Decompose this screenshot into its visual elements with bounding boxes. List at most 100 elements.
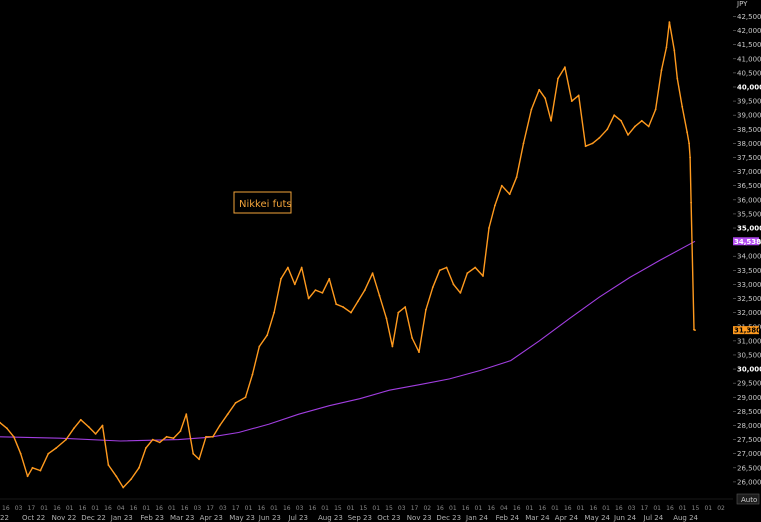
x-day-label: 16: [53, 505, 61, 512]
price-point: [280, 277, 282, 280]
auto-button-label[interactable]: Auto: [741, 496, 757, 504]
price-point: [212, 435, 214, 438]
x-month-label: Dec 22: [81, 514, 106, 522]
y-tick-label: 34,000: [737, 253, 761, 261]
price-point: [314, 289, 317, 291]
price-point: [293, 283, 296, 286]
x-day-label: 01: [245, 505, 253, 512]
x-day-label: 16: [564, 505, 572, 512]
price-point: [673, 49, 676, 52]
price-point: [205, 435, 207, 438]
price-point: [79, 418, 82, 421]
x-day-label: 01: [91, 505, 99, 512]
price-point: [273, 311, 275, 314]
y-tick-label: 35,500: [737, 210, 761, 218]
auto-button-frame[interactable]: [736, 493, 760, 505]
price-point: [459, 292, 462, 294]
x-day-label: 03: [15, 505, 23, 512]
x-day-label: 17: [232, 505, 240, 512]
x-day-label: 01: [679, 505, 687, 512]
x-month-label: Dec 23: [436, 514, 461, 522]
y-tick-label: 38,000: [737, 140, 761, 148]
y-tick-label: 38,500: [737, 126, 761, 134]
x-day-label: 03: [296, 505, 304, 512]
y-tick-label: 37,500: [737, 154, 761, 162]
x-day-label: 15: [334, 505, 342, 512]
price-point: [550, 119, 552, 122]
price-point: [19, 452, 22, 455]
x-day-label: 01: [168, 505, 176, 512]
value-tags: 31,380 34,538: [733, 237, 761, 335]
x-day-label: 01: [321, 505, 329, 512]
x-day-label: 16: [104, 505, 112, 512]
price-point: [577, 94, 580, 97]
x-day-label: 01: [66, 505, 74, 512]
x-day-label: 03: [628, 505, 636, 512]
x-day-label: 17: [411, 505, 419, 512]
x-day-label: 16: [666, 505, 674, 512]
x-day-label: 01: [602, 505, 610, 512]
y-tick-label: 26,000: [737, 478, 761, 486]
price-point: [538, 88, 541, 91]
price-point: [391, 345, 394, 348]
price-point: [65, 438, 67, 441]
price-point: [397, 311, 400, 314]
x-day-label: 01: [142, 505, 150, 512]
y-axis-unit: JPY: [736, 0, 748, 8]
price-point: [686, 131, 688, 134]
y-tick-label: 28,000: [737, 422, 761, 430]
x-month-label: Aug 23: [318, 514, 343, 522]
price-point: [584, 145, 587, 148]
x-day-label: 17: [28, 505, 36, 512]
x-day-label: 16: [79, 505, 87, 512]
price-series-layer: [0, 21, 696, 489]
price-point: [363, 289, 366, 291]
auto-button[interactable]: Auto: [736, 493, 760, 505]
price-point: [151, 438, 154, 441]
moving-average-tag-label: 34,538: [734, 238, 761, 246]
price-point: [266, 334, 269, 337]
price-point: [689, 156, 691, 159]
price-point: [690, 201, 692, 204]
price-point: [185, 413, 188, 416]
price-point: [335, 303, 338, 306]
x-day-label: 16: [130, 505, 138, 512]
x-day-label: 01: [653, 505, 661, 512]
x-day-label: 01: [449, 505, 457, 512]
moving-average-line: [0, 240, 696, 442]
price-point: [172, 437, 175, 440]
price-point: [515, 176, 518, 179]
price-point: [198, 458, 201, 461]
legend-label: Nikkei futs: [239, 199, 292, 210]
price-point: [300, 266, 303, 269]
x-month-label: May 24: [584, 514, 610, 522]
x-day-label: 01: [475, 505, 483, 512]
x-month-label: Jul 24: [643, 514, 664, 522]
price-point: [474, 266, 477, 269]
price-point: [287, 266, 289, 269]
x-month-label: Nov 22: [52, 514, 77, 522]
price-point: [627, 134, 629, 136]
price-point: [508, 193, 511, 196]
x-month-label: Feb 23: [140, 514, 164, 522]
price-point: [488, 227, 490, 229]
y-tick-label: 39,500: [737, 98, 761, 106]
price-point: [87, 426, 90, 428]
y-tick-label: 37,000: [737, 168, 761, 176]
moving-average-layer: [0, 240, 696, 442]
price-point: [620, 119, 622, 122]
price-point: [591, 142, 594, 145]
y-tick-label: 42,500: [737, 13, 761, 21]
y-tick-label: 29,000: [737, 394, 761, 402]
x-day-label: 03: [194, 505, 202, 512]
price-point: [482, 275, 484, 277]
x-day-label: 01: [704, 505, 712, 512]
price-point: [688, 142, 690, 145]
x-day-label: 16: [487, 505, 495, 512]
price-point: [438, 269, 441, 272]
price-point: [640, 119, 643, 122]
price-point: [378, 294, 381, 297]
y-tick-label: 40,500: [737, 69, 761, 77]
y-axis: JPY 26,000 26,500 27,000 27,500 28,000 28,500…: [733, 0, 761, 486]
